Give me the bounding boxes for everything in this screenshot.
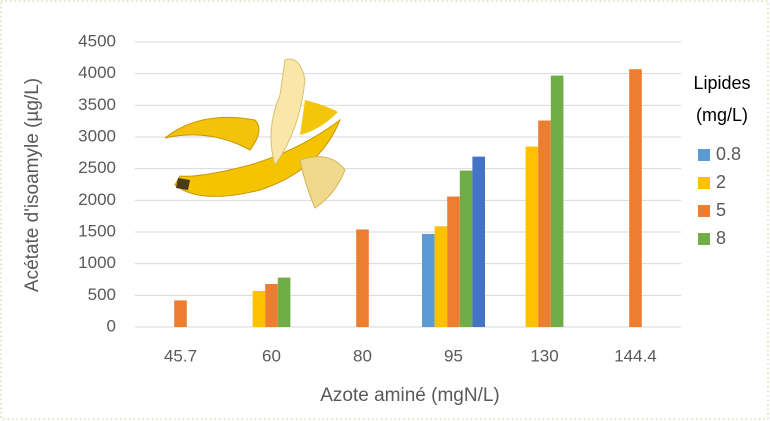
y-tick-label: 3000 (78, 126, 116, 145)
legend: 0.8 2 5 8 (698, 144, 741, 248)
x-tick-label: 45.7 (164, 346, 197, 365)
banana-image (164, 58, 346, 209)
x-tick-label: 80 (353, 346, 372, 365)
bar (459, 170, 473, 327)
bar (629, 69, 642, 327)
legend-label: 8 (716, 228, 726, 248)
y-tick-label: 2000 (78, 190, 116, 209)
bar (277, 277, 291, 327)
legend-label: 5 (716, 200, 726, 220)
bar (447, 196, 460, 327)
y-tick-label: 2500 (78, 158, 116, 177)
y-tick-label: 3500 (78, 95, 116, 114)
bar (434, 226, 448, 327)
y-axis-label: Acétate d'isoamyle (µg/L) (22, 78, 43, 292)
bar (538, 120, 551, 328)
y-tick-label: 0 (107, 316, 116, 335)
bar (265, 283, 278, 327)
grid (135, 41, 681, 328)
bar (422, 233, 435, 327)
legend-swatch (698, 149, 710, 161)
y-tick-label: 1000 (78, 253, 116, 272)
bar (356, 229, 369, 327)
x-axis-label: Azote aminé (mgN/L) (320, 385, 500, 406)
y-tick-label: 4500 (78, 31, 116, 50)
legend-swatch (698, 233, 710, 245)
bar (472, 156, 485, 327)
bars (174, 69, 642, 328)
legend-swatch (698, 177, 710, 189)
bar (252, 290, 266, 327)
bar (174, 300, 187, 327)
x-tick-label: 60 (262, 346, 281, 365)
y-tick-label: 1500 (78, 221, 116, 240)
x-tick-label: 95 (444, 346, 463, 365)
legend-title: Lipides (693, 73, 750, 93)
legend-label: 2 (716, 172, 726, 192)
legend-swatch (698, 205, 710, 217)
x-tick-label: 144.4 (614, 346, 657, 365)
legend-title: (mg/L) (696, 105, 748, 125)
y-tick-label: 4000 (78, 63, 116, 82)
bar (525, 146, 539, 327)
y-tick-label: 500 (88, 285, 116, 304)
bar (550, 75, 564, 327)
legend-label: 0.8 (716, 144, 741, 164)
x-tick-label: 130 (530, 346, 558, 365)
